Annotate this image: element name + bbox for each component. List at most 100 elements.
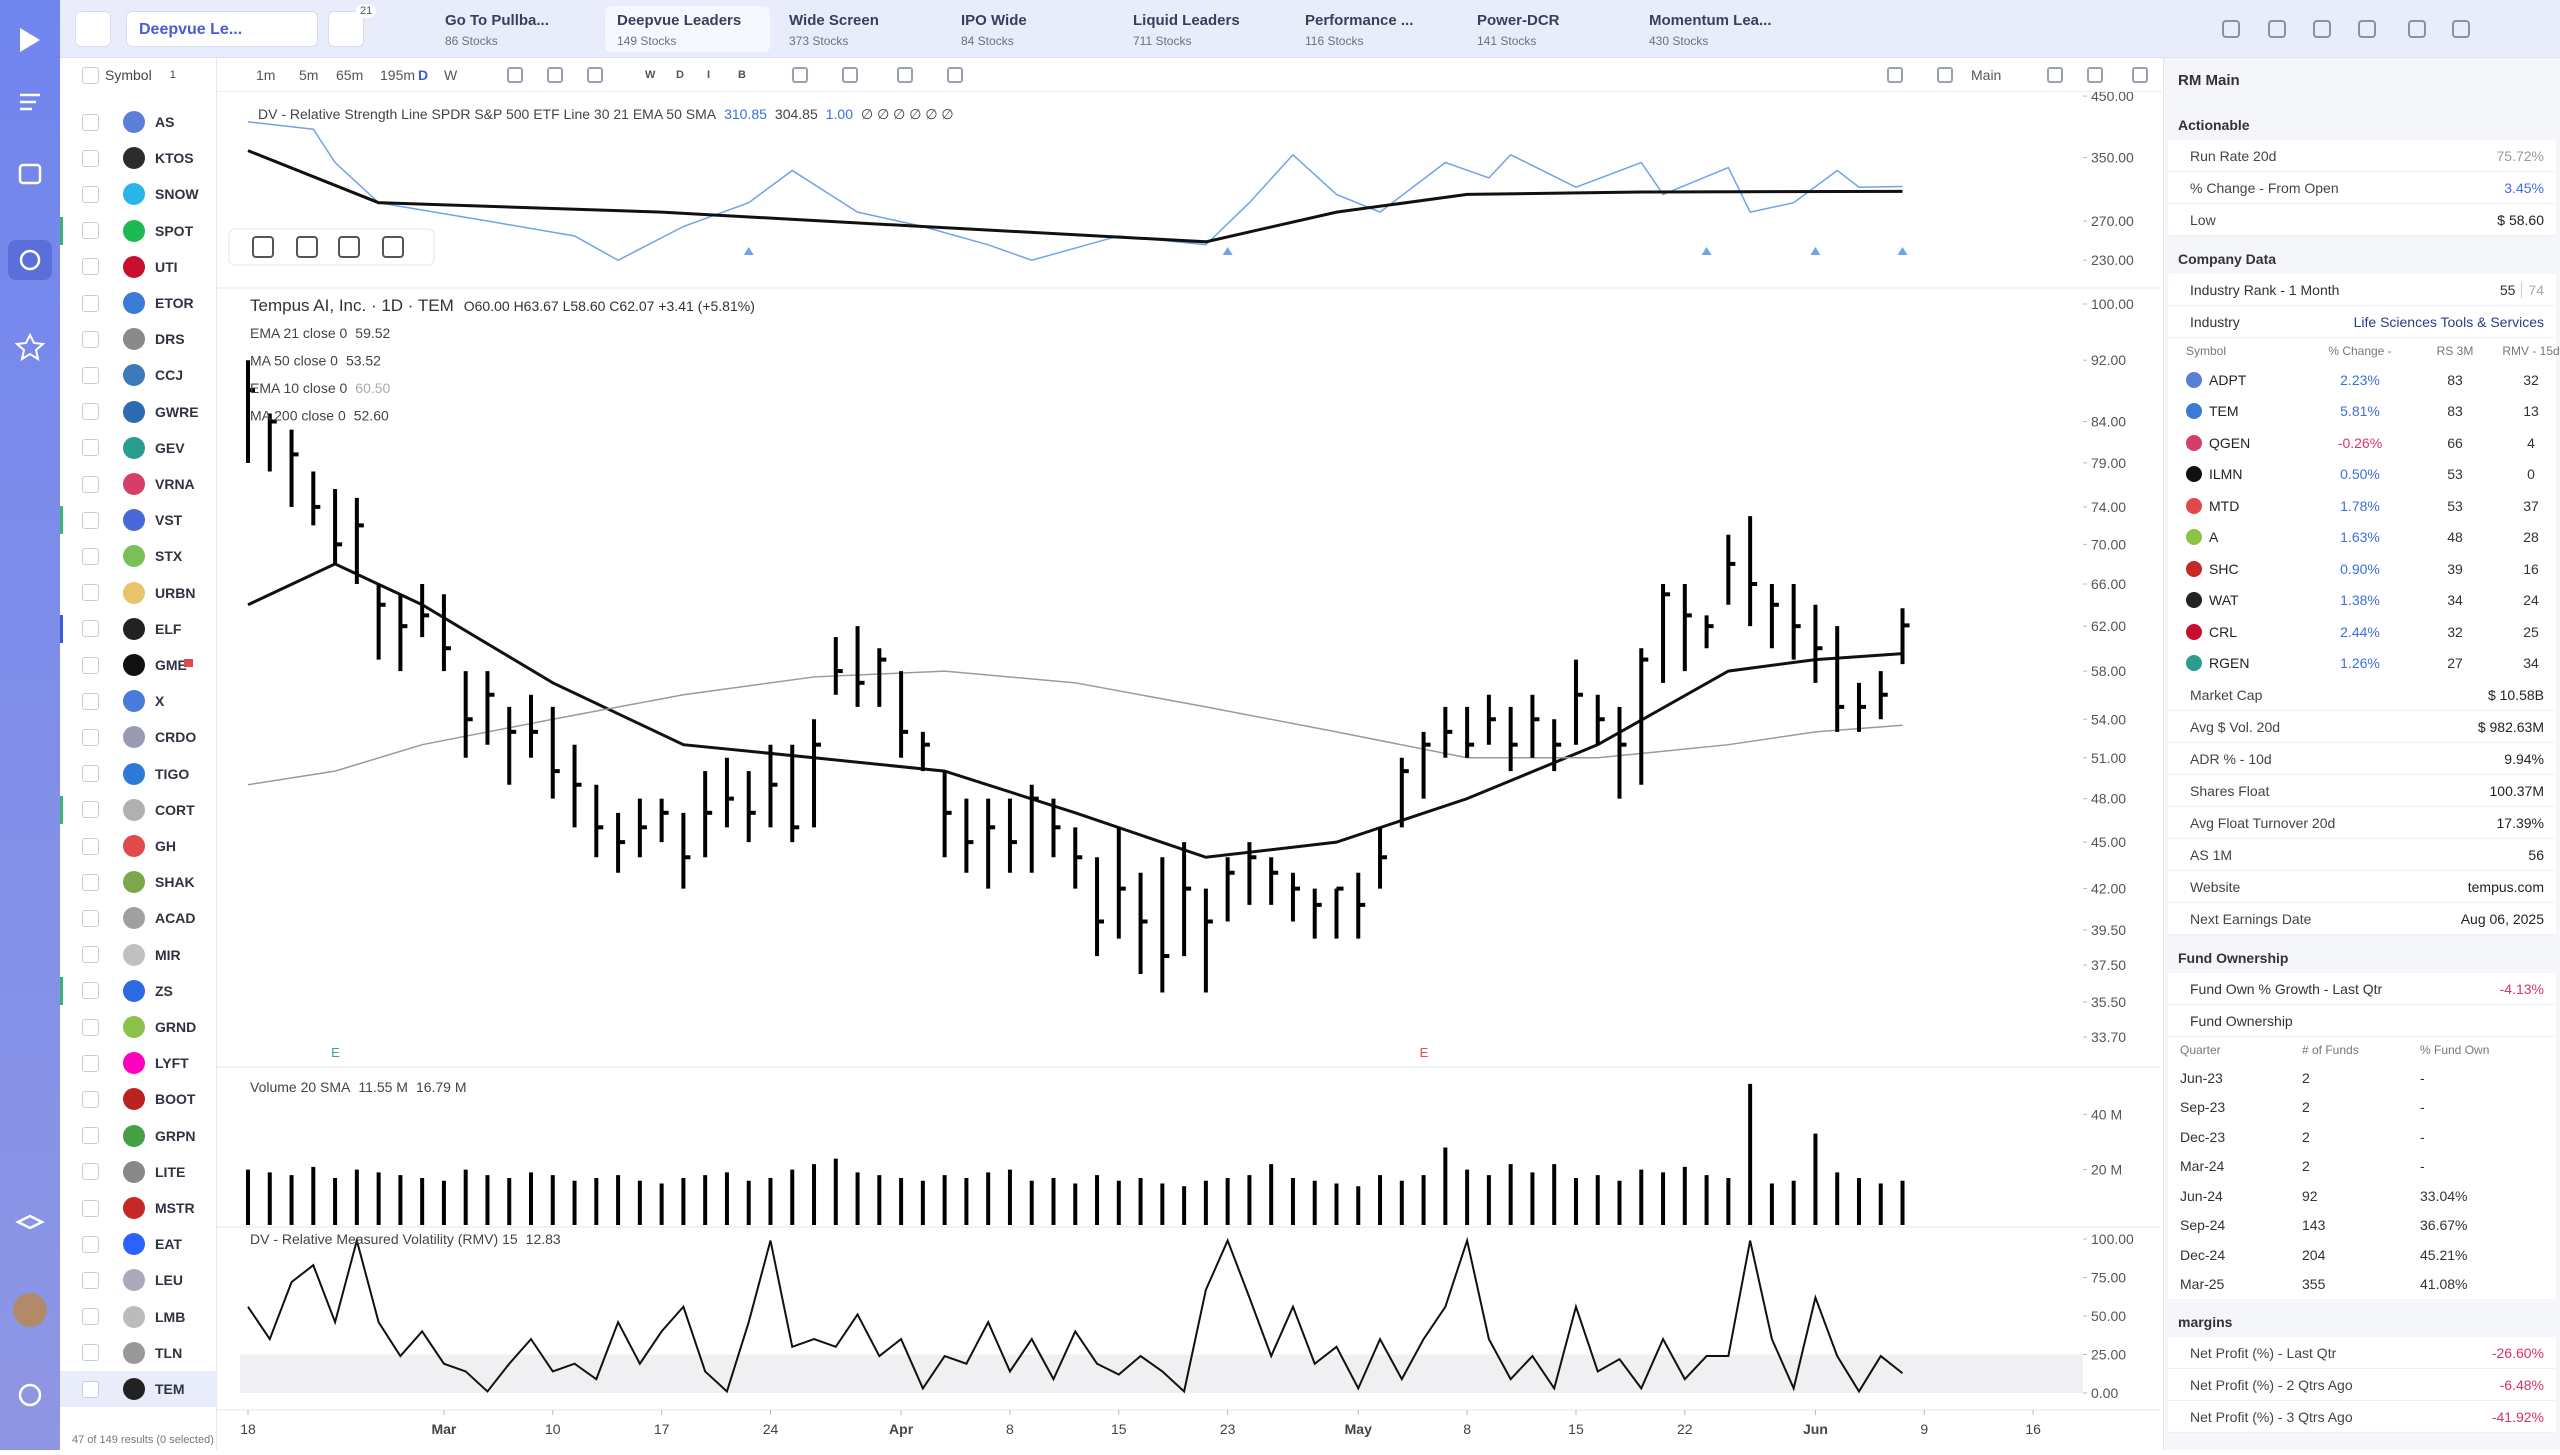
checkbox[interactable]: [82, 439, 99, 457]
logo[interactable]: [20, 28, 40, 52]
watchlist-row[interactable]: DRS: [60, 321, 216, 357]
watchlist-row[interactable]: GEV: [60, 430, 216, 466]
checkbox[interactable]: [82, 294, 99, 312]
watchlist-row[interactable]: LITE: [60, 1154, 216, 1190]
nav-icon[interactable]: [20, 93, 40, 111]
watchlist-row[interactable]: CORT: [60, 792, 216, 828]
peer-row[interactable]: CRL 2.44% 32 25: [2168, 616, 2556, 648]
interval-button[interactable]: 65m: [336, 67, 364, 83]
filter-button[interactable]: [328, 11, 364, 47]
toolbar-toggle[interactable]: B: [738, 69, 746, 81]
interval-button[interactable]: 1m: [256, 67, 276, 83]
interval-button[interactable]: W: [444, 67, 458, 83]
watchlist-row[interactable]: AS: [60, 104, 216, 140]
watchlist-row[interactable]: BOOT: [60, 1081, 216, 1117]
watchlist-row[interactable]: ZS: [60, 973, 216, 1009]
watchlist-row[interactable]: SPOT: [60, 213, 216, 249]
toolbar-icon[interactable]: [2358, 20, 2376, 38]
checkbox[interactable]: [82, 1127, 99, 1145]
watchlist-tab[interactable]: Wide Screen 373 Stocks: [777, 6, 942, 52]
checkbox[interactable]: [82, 258, 99, 276]
toolbar-icon[interactable]: [842, 67, 858, 83]
watchlist-row[interactable]: GRPN: [60, 1118, 216, 1154]
search-button[interactable]: [75, 11, 111, 47]
checkbox[interactable]: [82, 909, 99, 927]
watchlist-row[interactable]: VST: [60, 502, 216, 538]
watchlist-row[interactable]: TLN: [60, 1335, 216, 1371]
toolbar-icon[interactable]: [1937, 67, 1953, 83]
checkbox[interactable]: [82, 1090, 99, 1108]
nav-icon[interactable]: [15, 1214, 45, 1230]
checkbox[interactable]: [82, 1344, 99, 1362]
toolbar-icon[interactable]: [2452, 20, 2470, 38]
checkbox[interactable]: [82, 837, 99, 855]
peer-row[interactable]: TEM 5.81% 83 13: [2168, 395, 2556, 427]
peer-row[interactable]: MTD 1.78% 53 37: [2168, 490, 2556, 522]
watchlist-tab[interactable]: IPO Wide 84 Stocks: [949, 6, 1114, 52]
checkbox[interactable]: [82, 475, 99, 493]
checkbox[interactable]: [82, 873, 99, 891]
watchlist-row[interactable]: CRDO: [60, 719, 216, 755]
toolbar-icon[interactable]: [2313, 20, 2331, 38]
toolbar-icon[interactable]: [2408, 20, 2426, 38]
checkbox[interactable]: [82, 1163, 99, 1181]
peer-row[interactable]: RGEN 1.26% 27 34: [2168, 647, 2556, 679]
watchlist-row[interactable]: CCJ: [60, 357, 216, 393]
toolbar-icon[interactable]: [897, 67, 913, 83]
checkbox[interactable]: [82, 511, 99, 529]
toolbar-toggle[interactable]: W: [645, 69, 656, 81]
sub-header[interactable]: Fund Ownership: [2168, 1005, 2556, 1037]
row-value[interactable]: Life Sciences Tools & Services: [2353, 313, 2544, 330]
watchlist-row[interactable]: KTOS: [60, 140, 216, 176]
checkbox[interactable]: [82, 149, 99, 167]
peer-row[interactable]: QGEN -0.26% 66 4: [2168, 427, 2556, 459]
checkbox[interactable]: [82, 547, 99, 565]
checkbox[interactable]: [82, 765, 99, 783]
avatar[interactable]: [13, 1293, 47, 1327]
nav-active[interactable]: [8, 240, 52, 280]
watchlist-row[interactable]: X: [60, 683, 216, 719]
toolbar-icon[interactable]: [2268, 20, 2286, 38]
checkbox[interactable]: [82, 656, 99, 674]
interval-button[interactable]: 195m: [380, 67, 416, 83]
watchlist-row[interactable]: ELF: [60, 611, 216, 647]
checkbox[interactable]: [82, 584, 99, 602]
checkbox[interactable]: [82, 1199, 99, 1217]
checkbox[interactable]: [82, 185, 99, 203]
toolbar-icon[interactable]: [507, 67, 523, 83]
checkbox[interactable]: [82, 1054, 99, 1072]
watchlist-row[interactable]: LYFT: [60, 1045, 216, 1081]
watchlist-row[interactable]: SNOW: [60, 176, 216, 212]
watchlist-row[interactable]: SHAK: [60, 864, 216, 900]
peer-row[interactable]: ADPT 2.23% 83 32: [2168, 364, 2556, 396]
toolbar-toggle[interactable]: I: [707, 69, 711, 81]
checkbox[interactable]: [82, 1235, 99, 1253]
watchlist-tab[interactable]: Liquid Leaders 711 Stocks: [1121, 6, 1286, 52]
checkbox[interactable]: [82, 330, 99, 348]
layout-name[interactable]: Main: [1971, 67, 2002, 83]
watchlist-tab[interactable]: Performance ... 116 Stocks: [1293, 6, 1458, 52]
watchlist-row[interactable]: LMB: [60, 1299, 216, 1335]
toolbar-icon[interactable]: [2222, 20, 2240, 38]
watchlist-row[interactable]: ACAD: [60, 900, 216, 936]
toolbar-icon[interactable]: [792, 67, 808, 83]
watchlist-row[interactable]: GME: [60, 647, 216, 683]
checkbox[interactable]: [82, 403, 99, 421]
watchlist-row[interactable]: LEU: [60, 1262, 216, 1298]
checkbox[interactable]: [82, 728, 99, 746]
watchlist-row[interactable]: TEM: [60, 1371, 216, 1407]
checkbox[interactable]: [82, 801, 99, 819]
toolbar-icon[interactable]: [1887, 67, 1903, 83]
checkbox[interactable]: [82, 982, 99, 1000]
toolbar-icon[interactable]: [2047, 67, 2063, 83]
watchlist-row[interactable]: STX: [60, 538, 216, 574]
interval-button[interactable]: 5m: [299, 67, 319, 83]
checkbox[interactable]: [82, 1271, 99, 1289]
peer-row[interactable]: A 1.63% 48 28: [2168, 521, 2556, 553]
checkbox[interactable]: [82, 222, 99, 240]
watchlist-row[interactable]: MIR: [60, 937, 216, 973]
checkbox[interactable]: [82, 1380, 99, 1398]
peer-row[interactable]: ILMN 0.50% 53 0: [2168, 458, 2556, 490]
toolbar-icon[interactable]: [2132, 67, 2148, 83]
watchlist-tab[interactable]: Momentum Lea... 430 Stocks: [1637, 6, 1802, 52]
